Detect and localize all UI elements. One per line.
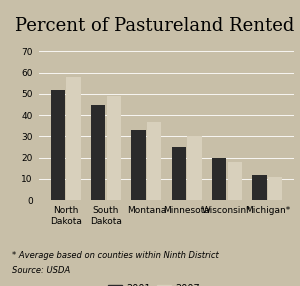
Bar [51,90,65,200]
Bar [66,77,81,200]
Bar [187,136,202,200]
Text: Source: USDA: Source: USDA [12,266,70,275]
Bar [228,162,242,200]
Bar [172,147,186,200]
Bar [91,105,105,200]
Legend: 2001, 2007: 2001, 2007 [106,282,202,286]
Text: * Average based on counties within Ninth District: * Average based on counties within Ninth… [12,251,219,260]
Bar [212,158,226,200]
Bar [252,175,267,200]
Bar [106,96,121,200]
Bar [268,177,282,200]
Bar [131,130,146,200]
Bar [147,122,161,200]
Text: Percent of Pastureland Rented: Percent of Pastureland Rented [15,17,294,35]
